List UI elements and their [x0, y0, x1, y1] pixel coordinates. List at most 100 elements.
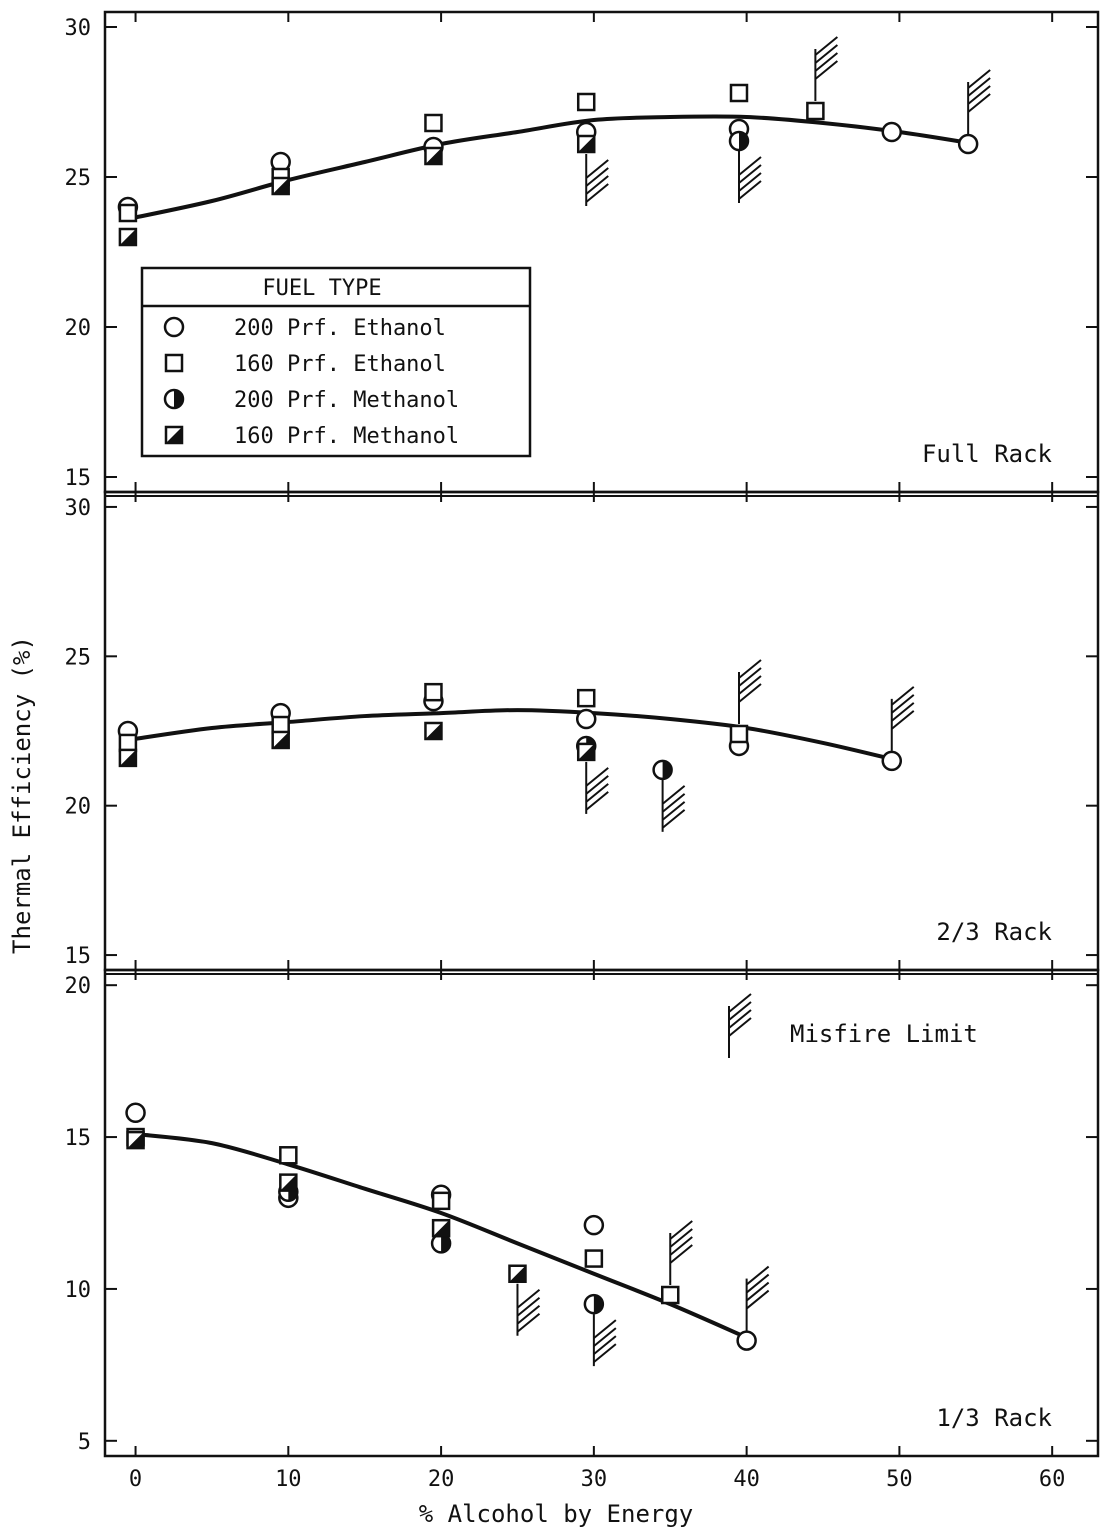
data-point-open-square [424, 113, 443, 133]
misfire-hatch [661, 785, 686, 805]
misfire-limit-flag [737, 151, 762, 203]
misfire-hatch [967, 85, 991, 105]
panel-frame [103, 490, 1100, 972]
misfire-hatch [661, 801, 686, 821]
misfire-hatch [745, 1265, 770, 1286]
misfire-hatch [891, 710, 915, 730]
data-point-half-filled-square [118, 748, 138, 768]
data-point-half-filled-square [271, 176, 290, 196]
open-square-shape [576, 688, 596, 708]
misfire-hatch [661, 793, 686, 813]
misfire-hatch [728, 1009, 752, 1029]
half-square-fill [166, 427, 182, 443]
data-point-half-filled-square [126, 1130, 145, 1150]
misfire-hatch [738, 659, 762, 679]
x-tick-label: 10 [275, 1467, 302, 1492]
misfire-hatch [516, 1304, 541, 1325]
open-square-shape [729, 724, 749, 744]
misfire-hatch [669, 1244, 693, 1264]
misfire-hatch [738, 172, 762, 192]
legend-marker-open-circle [163, 316, 185, 338]
y-axis-label: Thermal Efficiency (%) [8, 636, 36, 954]
legend-title: FUEL TYPE [262, 276, 381, 301]
open-circle-shape [881, 750, 903, 772]
open-square-shape [271, 715, 290, 735]
data-point-open-square [584, 1249, 604, 1268]
data-point-half-filled-square [508, 1264, 527, 1283]
half-square-fill [578, 743, 595, 760]
misfire-hatch [745, 1281, 770, 1302]
misfire-hatch [585, 767, 609, 787]
data-point-open-square [424, 682, 443, 702]
fit-curve [127, 114, 977, 221]
data-point-open-circle [575, 708, 597, 730]
data-point-half-filled-square [118, 227, 138, 247]
data-point-half-filled-square [271, 730, 290, 750]
misfire-hatch [738, 675, 762, 695]
misfire-limit-label: Misfire Limit [790, 1020, 978, 1048]
half-square-fill [280, 1174, 297, 1191]
open-square-shape [164, 353, 184, 373]
open-square-shape [118, 733, 138, 753]
misfire-hatch [593, 1327, 617, 1347]
y-tick-label: 30 [65, 16, 92, 41]
half-square-fill [433, 1220, 450, 1237]
half-square-fill [272, 731, 289, 748]
misfire-hatch [738, 180, 762, 200]
misfire-hatch [593, 1335, 617, 1355]
open-square-shape [584, 1249, 604, 1268]
x-tick-label: 30 [581, 1467, 608, 1492]
half-circle-fill [662, 760, 672, 779]
data-point-half-filled-square [424, 721, 443, 741]
half-square-fill [119, 229, 136, 245]
y-tick-label: 15 [65, 466, 92, 491]
misfire-hatch [669, 1220, 693, 1240]
misfire-limit-flag [814, 36, 839, 101]
y-tick-label: 25 [65, 166, 92, 191]
half-square-fill [509, 1265, 526, 1282]
half-square-fill [425, 148, 442, 164]
misfire-hatch [728, 1017, 752, 1037]
misfire-hatch [585, 159, 609, 179]
data-point-open-square [660, 1285, 680, 1305]
data-point-half-filled-circle [430, 1233, 452, 1254]
panel-frame [103, 968, 1100, 1458]
panel-label: 2/3 Rack [936, 918, 1052, 946]
open-square-shape [279, 1146, 298, 1165]
x-tick-label: 20 [428, 1467, 455, 1492]
data-point-open-circle [881, 121, 903, 143]
y-tick-label: 20 [65, 316, 92, 341]
misfire-hatch [891, 694, 915, 714]
half-circle-fill [174, 390, 183, 408]
legend-marker-half-filled-square [164, 425, 184, 445]
misfire-limit-flag [669, 1220, 693, 1286]
misfire-hatch [738, 164, 762, 184]
data-point-half-filled-square [576, 134, 596, 154]
open-square-shape [806, 101, 825, 121]
misfire-hatch [593, 1319, 617, 1339]
open-circle-shape [881, 121, 903, 143]
misfire-hatch [585, 783, 609, 803]
legend-marker-open-square [164, 353, 184, 373]
open-circle-shape [736, 1330, 757, 1351]
y-tick-label: 5 [78, 1430, 91, 1455]
open-square-shape [118, 203, 138, 223]
open-circle-shape [583, 1214, 605, 1236]
y-tick-label: 30 [65, 496, 92, 521]
data-point-half-filled-square [279, 1173, 298, 1192]
open-circle-shape [163, 316, 185, 338]
misfire-hatch [814, 44, 839, 64]
misfire-hatch [728, 1001, 752, 1021]
data-point-open-circle [881, 750, 903, 772]
misfire-key-flag [728, 993, 752, 1058]
data-point-open-square [576, 688, 596, 708]
misfire-hatch [814, 36, 839, 56]
y-tick-label: 15 [65, 944, 92, 969]
fit-curve [127, 708, 900, 763]
misfire-hatch [585, 775, 609, 795]
fit-curve [135, 1132, 748, 1340]
half-square-fill [127, 1132, 144, 1149]
legend-box [140, 266, 532, 458]
data-point-open-square [118, 733, 138, 753]
data-point-open-square [279, 1146, 298, 1165]
